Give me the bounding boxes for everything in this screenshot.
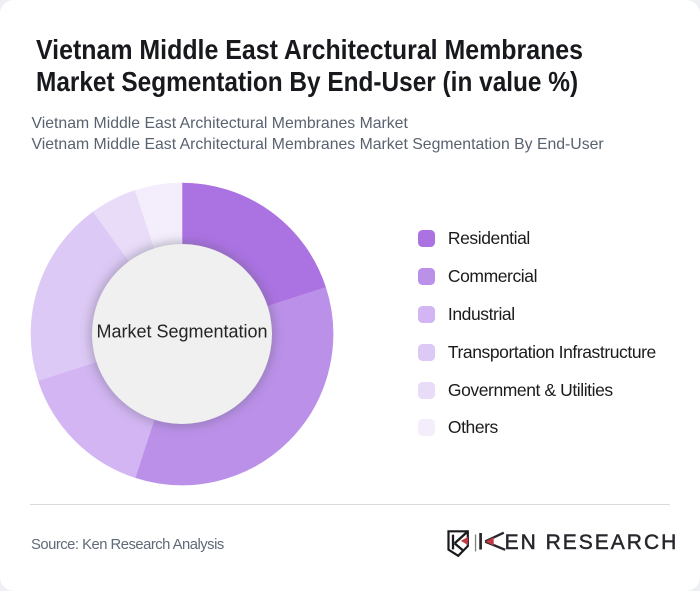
svg-text:Market Segmentation: Market Segmentation: [96, 322, 267, 342]
svg-text:EN RESEARCH: EN RESEARCH: [505, 531, 679, 554]
